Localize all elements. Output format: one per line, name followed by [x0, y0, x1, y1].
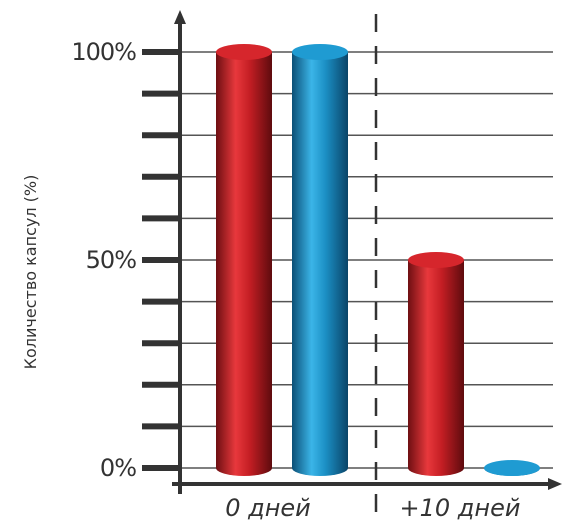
- labels: 0% 50% 100% 0 дней +10 дней: [71, 38, 520, 522]
- y-axis-title: Количество капсул (%): [21, 175, 40, 370]
- bar-top: [408, 252, 464, 268]
- y-tick-label: 50%: [86, 246, 137, 274]
- bar: [408, 260, 464, 476]
- bar-group: [216, 44, 348, 476]
- bar-top: [216, 44, 272, 60]
- x-category-label: +10 дней: [400, 494, 521, 522]
- y-tick-label: 100%: [71, 38, 136, 66]
- y-axis-arrow: [174, 10, 186, 24]
- x-axis-arrow: [548, 478, 562, 490]
- axes: [142, 10, 562, 522]
- x-category-label: 0 дней: [225, 494, 311, 522]
- bar: [292, 52, 348, 476]
- bar-top: [484, 460, 540, 476]
- bars: [216, 44, 540, 476]
- bar-group: [408, 252, 540, 476]
- y-tick-label: 0%: [100, 454, 136, 482]
- bar-top: [292, 44, 348, 60]
- bar: [216, 52, 272, 476]
